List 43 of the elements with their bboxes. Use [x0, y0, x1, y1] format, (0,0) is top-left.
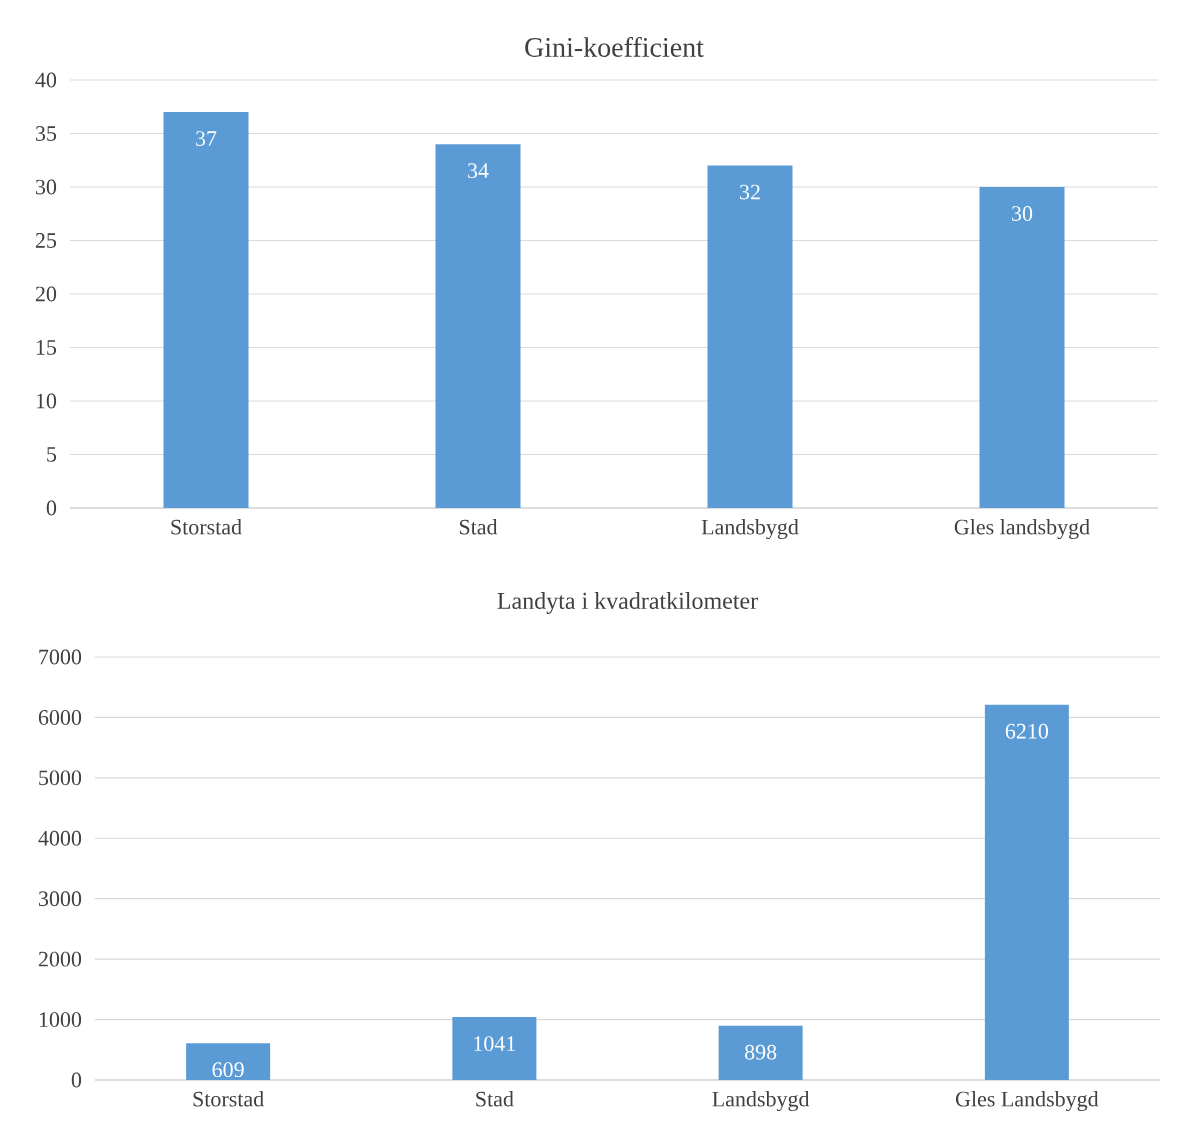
bar — [163, 112, 249, 508]
data-label: 1041 — [474, 1036, 516, 1051]
x-tick-label: Gles landsbygd — [954, 519, 1090, 540]
y-tick-label: 10 — [36, 393, 57, 409]
data-label: 30 — [1012, 206, 1033, 221]
y-tick-label: 5000 — [39, 770, 82, 786]
bar — [186, 1043, 271, 1080]
y-tick-label: 5 — [47, 447, 57, 462]
y-tick-label: 0 — [71, 1072, 82, 1088]
y-tick-label: 40 — [35, 72, 57, 88]
y-tick-label: 7000 — [39, 649, 82, 665]
bar — [452, 1017, 537, 1080]
data-label: 609 — [212, 1062, 244, 1078]
bar — [435, 144, 521, 508]
bar — [984, 704, 1069, 1080]
bar — [718, 1025, 803, 1080]
chart-title: Landyta i kvadratkilometer — [497, 592, 758, 614]
x-tick-label: Storstad — [193, 1091, 264, 1107]
bar — [707, 165, 793, 508]
data-label: 34 — [468, 163, 489, 179]
y-tick-label: 20 — [35, 286, 57, 302]
y-tick-label: 30 — [36, 179, 57, 195]
y-tick-label: 2000 — [38, 951, 82, 967]
x-tick-label: Landsbygd — [701, 519, 799, 540]
data-label: 898 — [744, 1044, 777, 1060]
y-tick-label: 0 — [46, 500, 57, 516]
data-label: 6210 — [1005, 723, 1049, 739]
chart-title: Gini-koefficient — [525, 36, 704, 57]
x-tick-label: Stad — [476, 1091, 514, 1107]
y-tick-label: 4000 — [38, 830, 82, 846]
data-label: 32 — [740, 184, 760, 200]
x-tick-label: Stad — [459, 519, 498, 535]
y-tick-label: 25 — [35, 233, 57, 248]
x-tick-label: Landsbygd — [712, 1091, 810, 1112]
y-tick-label: 6000 — [38, 710, 82, 725]
data-label: 37 — [196, 131, 217, 146]
bar — [979, 186, 1065, 508]
y-tick-label: 1000 — [39, 1012, 82, 1027]
y-tick-label: 3000 — [39, 891, 82, 907]
y-tick-label: 15 — [36, 340, 57, 355]
y-tick-label: 35 — [36, 126, 57, 141]
x-tick-label: Gles Landsbygd — [955, 1091, 1099, 1112]
x-tick-label: Storstad — [171, 519, 242, 535]
